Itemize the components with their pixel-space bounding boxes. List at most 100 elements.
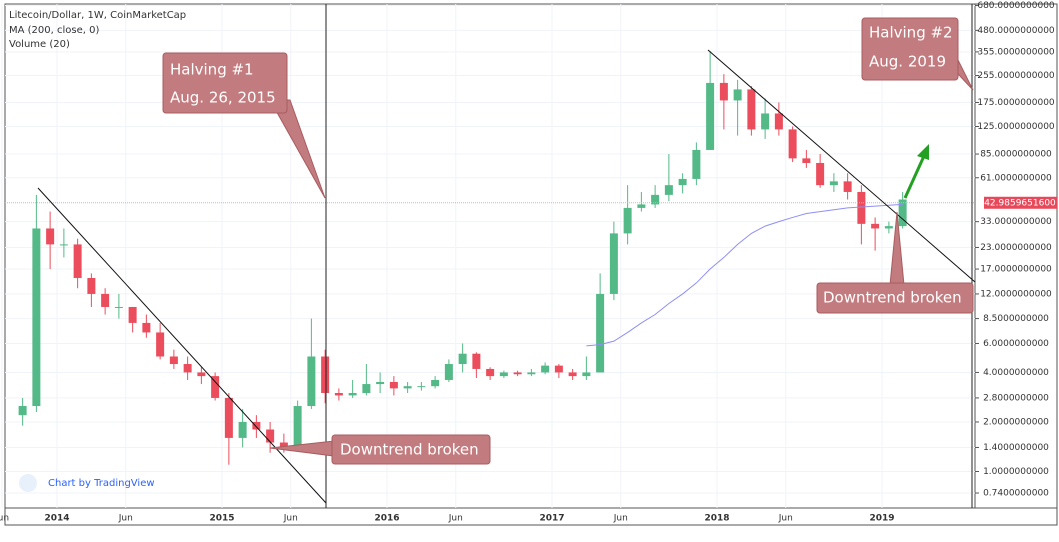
callout-text: Halving #1 bbox=[170, 61, 254, 79]
x-tick-label: 2014 bbox=[44, 514, 69, 524]
candle-body bbox=[32, 228, 41, 407]
y-tick-label: 17.0000000000 bbox=[980, 265, 1052, 275]
candle-body bbox=[719, 82, 728, 101]
candle-body bbox=[142, 322, 151, 333]
candle-body bbox=[197, 372, 206, 377]
arrow bbox=[903, 155, 926, 199]
y-tick-label: 680.0000000000 bbox=[977, 1, 1055, 11]
y-tick-label: 0.7400000000 bbox=[983, 489, 1049, 499]
candle-body bbox=[596, 293, 605, 373]
candle-body bbox=[128, 306, 137, 323]
y-tick-label: 12.0000000000 bbox=[980, 289, 1052, 299]
candle-body bbox=[376, 381, 385, 385]
callout: Downtrend broken bbox=[269, 434, 491, 465]
candle-body bbox=[403, 386, 412, 389]
candle-body bbox=[651, 194, 660, 205]
y-tick-label: 355.0000000000 bbox=[977, 47, 1055, 57]
y-tick-label: 4.0000000000 bbox=[983, 368, 1049, 378]
candle-body bbox=[774, 113, 783, 130]
y-tick-label: 2.8000000000 bbox=[983, 393, 1049, 403]
x-tick-label: 2019 bbox=[869, 514, 894, 524]
callout-text: Aug. 2019 bbox=[869, 53, 946, 71]
y-tick-label: 480.0000000000 bbox=[977, 26, 1055, 36]
candle-body bbox=[788, 129, 797, 159]
candle-body bbox=[169, 356, 178, 365]
candle-body bbox=[114, 306, 123, 308]
callout: Downtrend broken bbox=[816, 211, 974, 314]
candle-body bbox=[582, 372, 591, 377]
candle-body bbox=[46, 228, 55, 245]
candle-body bbox=[554, 365, 563, 373]
arrow-head bbox=[917, 144, 929, 160]
callout-text: Aug. 26, 2015 bbox=[170, 89, 276, 107]
y-tick-label: 85.0000000000 bbox=[980, 150, 1052, 160]
y-tick-label: 175.0000000000 bbox=[977, 98, 1055, 108]
candle-body bbox=[431, 379, 440, 387]
candle-body bbox=[224, 397, 233, 438]
candle-body bbox=[183, 364, 192, 373]
candle-body bbox=[829, 181, 838, 186]
callout-text: Downtrend broken bbox=[823, 289, 962, 307]
candle-body bbox=[238, 421, 247, 438]
y-tick-label: 1.0000000000 bbox=[983, 467, 1049, 477]
y-tick-label: 2.0000000000 bbox=[983, 417, 1049, 427]
candle-body bbox=[101, 293, 110, 307]
trendline bbox=[37, 187, 327, 504]
candle-body bbox=[761, 113, 770, 130]
y-tick-label: 8.5000000000 bbox=[983, 314, 1049, 324]
candle-body bbox=[18, 406, 27, 416]
x-tick-label: 2016 bbox=[374, 514, 399, 524]
x-tick-label: Jun bbox=[613, 514, 628, 524]
candle-body bbox=[321, 356, 330, 393]
trendline bbox=[707, 49, 976, 283]
y-tick-label: 255.0000000000 bbox=[977, 71, 1055, 81]
price-label: 42.9859651600 bbox=[984, 198, 1056, 208]
candle-body bbox=[733, 89, 742, 101]
candle-body bbox=[293, 406, 302, 448]
callout: Halving #2 Aug. 2019 bbox=[861, 17, 974, 91]
candle-body bbox=[871, 223, 880, 229]
callout: Halving #1 Aug. 26, 2015 bbox=[162, 52, 326, 199]
candle-body bbox=[362, 384, 371, 393]
candle-body bbox=[527, 372, 536, 375]
candle-body bbox=[334, 392, 343, 396]
x-tick-label: 2015 bbox=[209, 514, 234, 524]
candle-body bbox=[541, 365, 550, 373]
price-badge bbox=[984, 196, 1057, 209]
candle-body bbox=[857, 191, 866, 224]
logo bbox=[19, 474, 37, 492]
candle-body bbox=[609, 233, 618, 294]
candle-body bbox=[637, 204, 646, 208]
callout-text: Halving #2 bbox=[869, 24, 953, 42]
candle-body bbox=[348, 392, 357, 396]
candle-body bbox=[486, 368, 495, 377]
candle-body bbox=[664, 185, 673, 195]
candle-body bbox=[279, 442, 288, 448]
y-tick-label: 125.0000000000 bbox=[977, 122, 1055, 132]
x-tick-label: 2018 bbox=[704, 514, 729, 524]
candle-body bbox=[898, 199, 907, 227]
candle-body bbox=[816, 162, 825, 186]
y-tick-label: 23.0000000000 bbox=[980, 243, 1052, 253]
candle-body bbox=[252, 421, 261, 430]
candle-body bbox=[73, 244, 82, 278]
x-tick-label: Jun bbox=[778, 514, 793, 524]
candle-body bbox=[156, 332, 165, 357]
candle-body bbox=[211, 376, 220, 398]
y-tick-label: 6.0000000000 bbox=[983, 339, 1049, 349]
candle-body bbox=[802, 158, 811, 163]
ma-line bbox=[586, 203, 903, 347]
candle-body bbox=[472, 353, 481, 369]
ma-legend: MA (200, close, 0) bbox=[9, 25, 99, 36]
candle-body bbox=[266, 429, 275, 443]
candle-body bbox=[458, 353, 467, 365]
y-tick-label: 33.0000000000 bbox=[980, 217, 1052, 227]
x-tick-label: Jun bbox=[448, 514, 463, 524]
watermark[interactable]: Chart by TradingView bbox=[48, 478, 155, 489]
candle-body bbox=[513, 372, 522, 375]
candle-body bbox=[389, 381, 398, 389]
x-tick-label: Jun bbox=[283, 514, 298, 524]
candle-body bbox=[706, 82, 715, 150]
volume-legend: Volume (20) bbox=[9, 39, 70, 50]
